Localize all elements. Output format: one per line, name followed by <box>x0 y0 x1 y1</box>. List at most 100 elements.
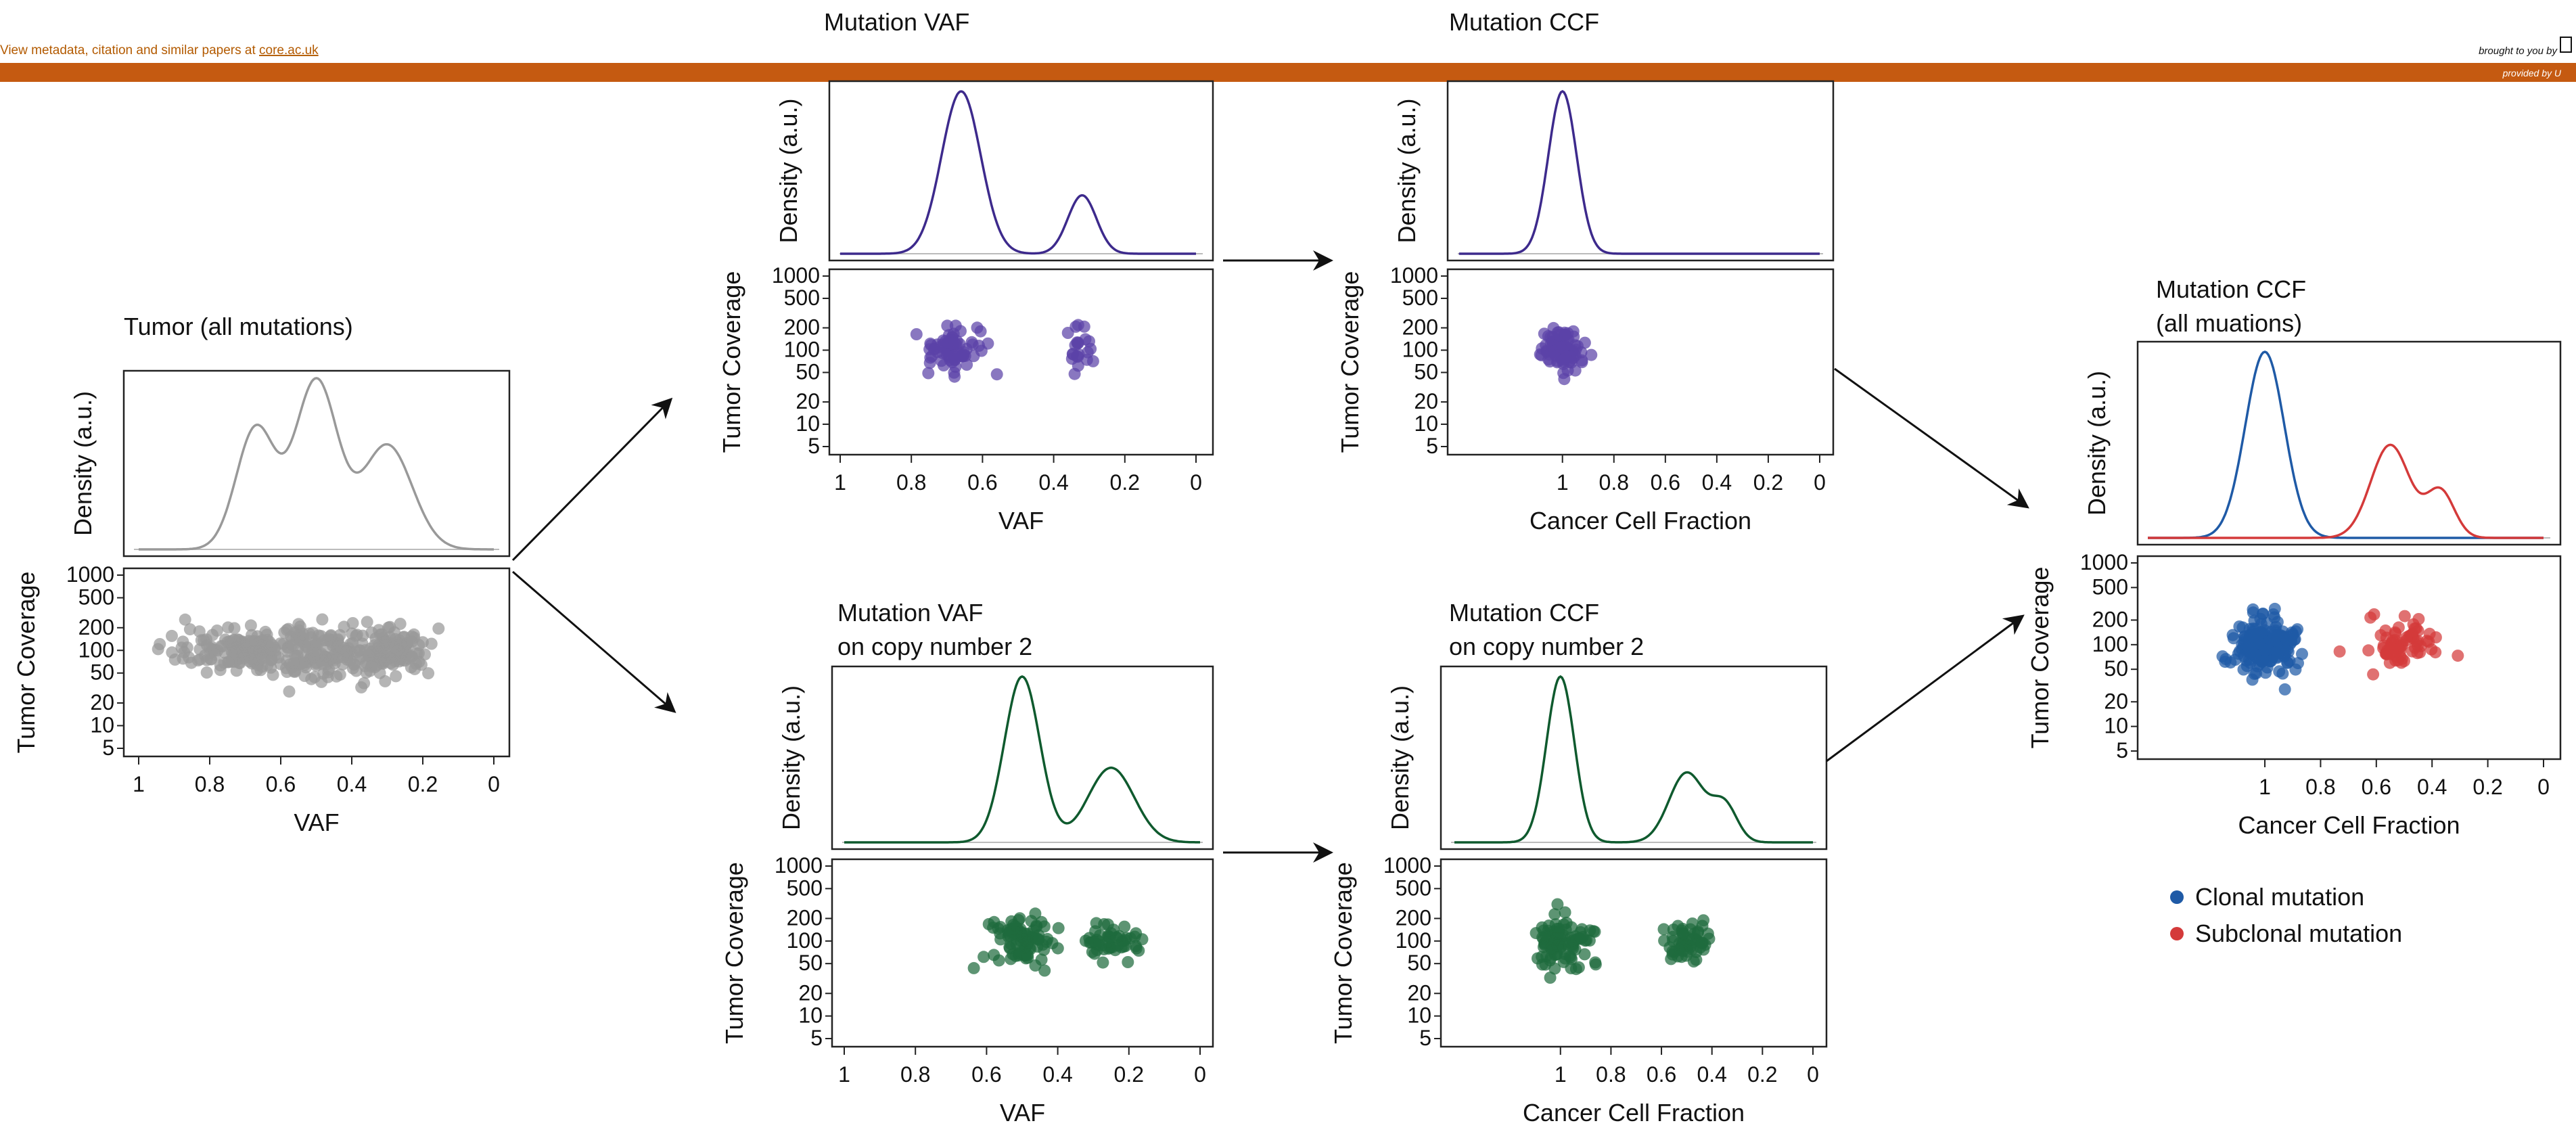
scatter-point <box>411 647 423 660</box>
scatter-point <box>948 337 961 350</box>
scatter-point <box>2263 655 2276 668</box>
panel-title: Mutation VAF <box>824 8 969 36</box>
x-tick-label: 0.4 <box>1702 470 1732 495</box>
scatter-frame <box>1446 268 1835 456</box>
scatter-point <box>315 649 328 662</box>
scatter-point <box>2281 656 2294 669</box>
y-tick-label: 50 <box>90 660 114 685</box>
scatter-point <box>2267 608 2280 621</box>
x-tick-label: 0.6 <box>266 772 296 796</box>
scatter-point <box>350 629 363 641</box>
core-link[interactable]: core.ac.uk <box>259 43 319 58</box>
arrow-ccfcn2-to-all <box>1826 614 2025 763</box>
scatter-point <box>1072 348 1085 361</box>
x-tick-label: 0.8 <box>1599 470 1629 495</box>
scatter-point <box>272 651 285 664</box>
y-tick-label: 1000 <box>2080 550 2128 574</box>
y-tick-label: 10 <box>1407 1003 1431 1028</box>
scatter-point <box>1132 945 1145 957</box>
scatter-point <box>2400 634 2413 646</box>
x-tick-label: 1 <box>2259 775 2271 799</box>
scatter-point <box>1542 919 1555 932</box>
scatter-point <box>1046 937 1059 949</box>
scatter-point <box>1578 336 1591 349</box>
scatter-point <box>1576 931 1589 943</box>
scatter-point <box>222 621 235 634</box>
y-tick-label: 200 <box>78 615 114 639</box>
y-tick-label: 500 <box>78 585 114 609</box>
scatter-point <box>1679 940 1692 952</box>
scatter-point <box>2411 647 2424 660</box>
scatter-point <box>1032 933 1044 946</box>
scatter-point <box>297 628 310 641</box>
x-tick-label: 0.8 <box>896 470 926 495</box>
scatter-point <box>910 328 923 340</box>
x-tick-label: 0.2 <box>1747 1062 1777 1087</box>
scatter-point <box>409 662 421 675</box>
density-frame <box>1440 665 1828 850</box>
x-tick-label: 1 <box>838 1062 850 1087</box>
scatter-point <box>2278 683 2291 696</box>
density-axis-label: Density (a.u.) <box>775 98 802 243</box>
scatter-point <box>177 635 189 648</box>
y-tick-label: 5 <box>808 434 820 458</box>
scatter-point <box>1547 321 1560 334</box>
y-tick-label: 200 <box>1396 905 1431 930</box>
scatter-point <box>334 668 346 681</box>
density-frame <box>2136 340 2562 546</box>
scatter-point <box>990 368 1003 381</box>
y-tick-label: 1000 <box>775 853 823 878</box>
scatter-point <box>200 666 213 679</box>
scatter-point <box>965 336 978 348</box>
scatter-point <box>957 348 970 361</box>
x-axis-label: VAF <box>1000 1099 1045 1127</box>
scatter-point <box>1097 956 1109 969</box>
scatter-point <box>2452 650 2464 662</box>
scatter-point <box>355 681 368 694</box>
scatter-point <box>267 668 279 681</box>
scatter-point <box>225 656 238 668</box>
y-tick-label: 200 <box>2092 607 2128 631</box>
scatter-point <box>2296 647 2308 660</box>
panel-ccf-cn2: Mutation CCF on copy number 2 Density (a.u… <box>1329 599 1828 1127</box>
scatter-point <box>2412 613 2425 625</box>
y-tick-label: 500 <box>2092 574 2128 599</box>
y-tick-label: 1000 <box>66 562 114 587</box>
y-tick-label: 5 <box>2116 738 2128 763</box>
x-tick-label: 0.6 <box>1647 1062 1676 1087</box>
y-tick-label: 5 <box>102 735 114 760</box>
y-tick-label: 100 <box>787 928 823 953</box>
x-tick-label: 0.4 <box>1697 1062 1726 1087</box>
scatter-points <box>1530 898 1716 984</box>
x-axis-label: Cancer Cell Fraction <box>2238 811 2460 839</box>
y-tick-label: 200 <box>784 315 820 340</box>
scatter-point <box>1118 920 1131 933</box>
scatter-point <box>1576 356 1588 369</box>
scatter-axis-label: Tumor Coverage <box>2026 567 2054 749</box>
y-tick-label: 1000 <box>1390 263 1438 288</box>
scatter-point <box>1005 953 1017 965</box>
x-tick-label: 0 <box>2537 775 2550 799</box>
arrow-tumor-to-vafcn2 <box>512 570 676 713</box>
x-tick-label: 0.6 <box>1651 470 1680 495</box>
scatter-point <box>1658 934 1671 947</box>
scatter-point <box>1677 927 1690 940</box>
scatter-point <box>1559 350 1572 363</box>
x-tick-label: 0 <box>1194 1062 1206 1087</box>
scatter-point <box>2247 603 2259 616</box>
y-tick-label: 20 <box>796 389 820 413</box>
scatter-point <box>2272 646 2284 659</box>
scatter-point <box>2224 656 2237 669</box>
scatter-point <box>1548 962 1561 975</box>
y-tick-label: 100 <box>2092 632 2128 656</box>
density-axis-label: Density (a.u.) <box>1386 685 1414 830</box>
scatter-point <box>2362 644 2375 657</box>
scatter-point <box>971 321 984 334</box>
scatter-point <box>1578 948 1591 961</box>
scatter-point <box>1559 906 1571 919</box>
brought-by-text: brought to you by <box>2479 45 2558 57</box>
scatter-point <box>1560 916 1573 929</box>
scatter-point <box>1122 956 1134 968</box>
panel-title: Mutation CCF <box>1449 8 1599 36</box>
scatter-point <box>992 954 1005 967</box>
